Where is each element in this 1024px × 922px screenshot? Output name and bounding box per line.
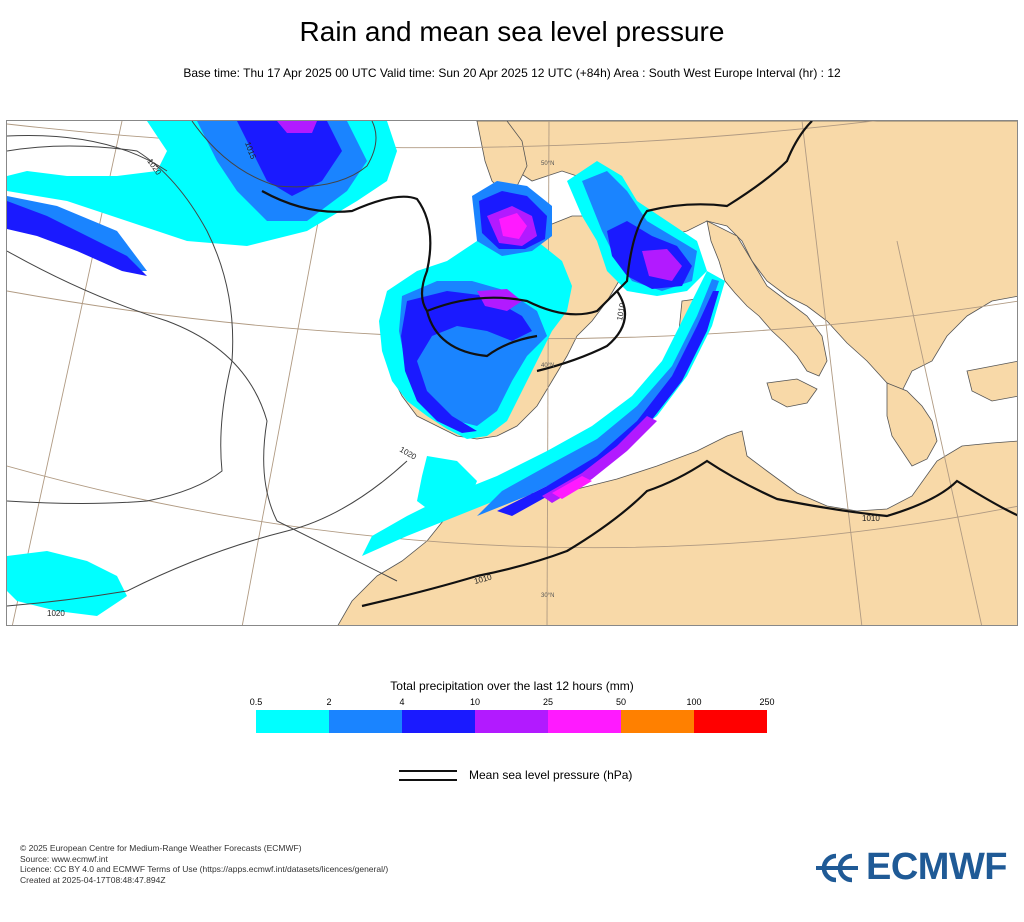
- land-greece: [886, 382, 938, 467]
- precip-north-core: [277, 121, 317, 133]
- precip-morocco: [417, 456, 477, 516]
- isobar-1020-atl: [7, 250, 398, 582]
- precip-north-dark: [237, 121, 342, 196]
- graticule-label: 50°N: [541, 161, 554, 167]
- ecmwf-logo-text: ECMWF: [866, 846, 1008, 888]
- graticule-label: 30°N: [541, 593, 554, 599]
- chart-title: Rain and mean sea level pressure: [299, 16, 725, 47]
- parallel-50n: [7, 121, 878, 149]
- map-panel[interactable]: 1015 1020 1020 1010 1020 1010 1010 50°N …: [6, 120, 1018, 626]
- isobars-thick: [261, 121, 1017, 608]
- land-italy: [706, 220, 828, 377]
- footer-credits: © 2025 European Centre for Medium-Range …: [20, 843, 388, 885]
- precip-legend-title: Total precipitation over the last 12 hou…: [390, 679, 634, 693]
- colorbar-cell: [621, 710, 694, 733]
- isobar-1010-central: [426, 121, 813, 316]
- precip-gulf-core: [642, 249, 682, 281]
- precip-colorbar: [256, 710, 767, 733]
- legend-tick: 2: [326, 697, 332, 707]
- footer-copyright: © 2025 European Centre for Medium-Range …: [20, 843, 302, 853]
- graticule: [7, 121, 1017, 625]
- precip-south-atlantic: [7, 551, 127, 616]
- colorbar-cell: [329, 710, 402, 733]
- precip-france-peak: [499, 213, 527, 239]
- ecmwf-logo-mark: [816, 853, 858, 882]
- isobar-1010-africa: [361, 459, 1017, 608]
- precip-intense: [277, 121, 682, 503]
- chart-subtitle: Base time: Thu 17 Apr 2025 00 UTC Valid …: [183, 66, 841, 80]
- footer-source: Source: www.ecmwf.int: [20, 853, 108, 864]
- land-north-africa: [337, 430, 1017, 625]
- pressure-line-swatch: [399, 769, 457, 781]
- meridian-e2: [896, 240, 983, 625]
- isobar-1010-north: [261, 190, 432, 312]
- precip-med-core: [542, 416, 657, 503]
- precip-med-mid: [477, 279, 719, 516]
- precip-med-peak: [552, 476, 592, 499]
- legend-tick: 50: [615, 697, 627, 707]
- ecmwf-logo: ECMWF: [814, 846, 1008, 889]
- meridian-e1: [801, 121, 863, 625]
- colorbar-cell: [694, 710, 767, 733]
- footer-licence: Licence: CC BY 4.0 and ECMWF Terms of Us…: [20, 864, 389, 874]
- colorbar-cell: [256, 710, 329, 733]
- legend-tick: 10: [469, 697, 481, 707]
- legend-tick: 100: [686, 697, 702, 707]
- map-svg: 1015 1020 1020 1010 1020 1010 1010 50°N …: [7, 121, 1017, 625]
- pressure-legend: Mean sea level pressure (hPa): [399, 767, 632, 783]
- isobar-label: 1010: [862, 514, 880, 523]
- land-turkey: [966, 360, 1017, 402]
- isobar-label: 1010: [615, 302, 627, 322]
- land-sicily: [766, 378, 818, 408]
- colorbar-cell: [402, 710, 475, 733]
- legend-tick: 250: [759, 697, 775, 707]
- precip-legend-ticks: 0.5 2 4 10 25 50 100 250: [0, 697, 1024, 709]
- isobar-1015-north: [191, 121, 377, 188]
- isobar-1020-sw: [7, 460, 408, 607]
- isobar-1020-far: [7, 134, 168, 172]
- isobar-label: 1020: [47, 609, 65, 618]
- colorbar-cell: [548, 710, 621, 733]
- isobar-1010-iberia: [536, 290, 627, 373]
- colorbar-cell: [475, 710, 548, 733]
- precip-iberia-core: [477, 289, 522, 311]
- legend-tick: 4: [399, 697, 405, 707]
- graticule-label: 40°N: [541, 363, 554, 369]
- legend-tick: 0.5: [249, 697, 263, 707]
- precip-atlantic-dark: [7, 201, 147, 276]
- graticule-labels: 50°N 40°N 30°N: [541, 161, 554, 599]
- footer-created: Created at 2025-04-17T08:48:47.894Z: [20, 874, 166, 885]
- legend-tick: 25: [542, 697, 554, 707]
- isobar-1010-bay: [425, 310, 538, 358]
- isobars-thin: [7, 121, 408, 607]
- pressure-legend-label: Mean sea level pressure (hPa): [469, 768, 633, 782]
- parallel-30n: [7, 465, 1017, 549]
